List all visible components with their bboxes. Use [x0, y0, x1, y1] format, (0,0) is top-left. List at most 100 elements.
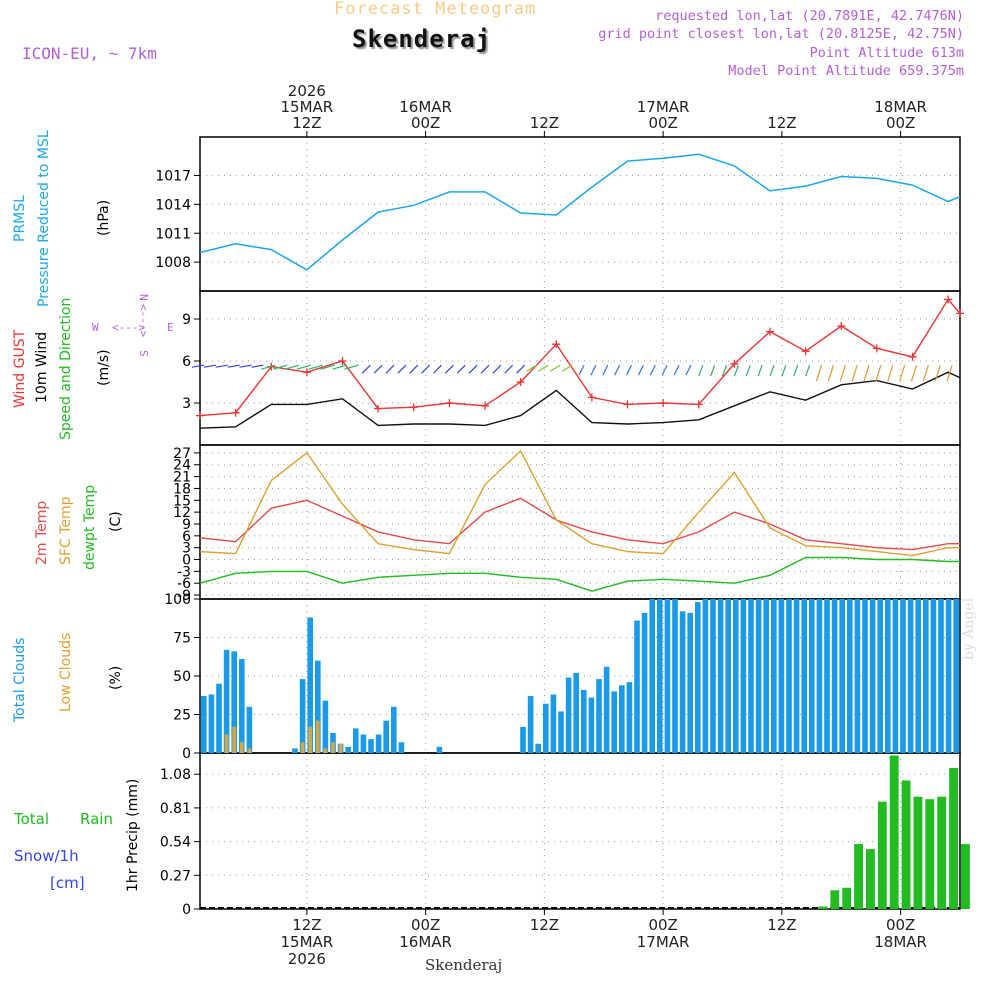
- wind-gust-marker: [694, 400, 703, 409]
- wind-direction-arrow: [578, 364, 585, 376]
- wind-direction-arrow: [661, 364, 668, 376]
- total-cloud-bar: [558, 711, 564, 753]
- temp-sfc-label: SFC Temp: [58, 496, 74, 565]
- total-cloud-bar: [246, 706, 253, 753]
- snow-label: Snow/1h: [14, 847, 79, 865]
- wind-direction-arrow: [456, 364, 466, 374]
- total-cloud-bar: [436, 746, 443, 753]
- time-label-top: 00Z: [886, 114, 915, 132]
- rain-label: Rain: [80, 810, 113, 828]
- wind-gust-marker: [766, 327, 774, 336]
- y-tick-label: 0.27: [160, 868, 191, 884]
- wind-direction-arrow: [745, 364, 751, 377]
- low-cloud-bar: [300, 742, 305, 753]
- low-cloud-bar: [331, 742, 335, 753]
- wind-direction-arrow: [320, 364, 335, 370]
- total-cloud-bar: [793, 599, 800, 753]
- wind-labels: Wind GUST 10m Wind Speed and Direction (m/s…: [12, 298, 112, 440]
- wind-direction-arrow: [602, 364, 609, 376]
- total-cloud-bar: [231, 651, 237, 753]
- pressure-line: [199, 153, 961, 271]
- wind-direction-arrow: [934, 365, 941, 382]
- point-altitude: Point Altitude 613m: [809, 45, 964, 61]
- y-tick-label: 9: [182, 312, 191, 328]
- wind-direction-arrow: [614, 364, 621, 376]
- wind-speed-label: 10m Wind: [34, 332, 50, 403]
- wind-gust-marker: [659, 399, 668, 407]
- y-tick-label: 3: [182, 396, 191, 412]
- rain-bar: [877, 801, 887, 909]
- total-cloud-bar: [299, 679, 306, 753]
- wind-direction-arrow: [590, 364, 597, 376]
- snow-unit-label: [cm]: [50, 874, 85, 892]
- wind-direction-arrow: [227, 364, 240, 368]
- time-label-top: 12Z: [292, 114, 321, 132]
- precip-grid: 0 0.27 0.54 0.81 1.08: [160, 753, 960, 918]
- temp-sfc-line: [199, 449, 960, 557]
- wind-gust-marker: [908, 352, 917, 361]
- low-cloud-bar: [247, 748, 252, 753]
- wind-unit-label: (m/s): [96, 349, 112, 386]
- y-tick-label: 6: [182, 354, 191, 370]
- y-tick-label: 3: [182, 541, 191, 557]
- total-cloud-bar: [725, 599, 731, 753]
- time-label-top: 2026: [288, 82, 326, 100]
- y-tick-label: 0.81: [160, 801, 191, 817]
- wind-direction-arrow: [203, 364, 216, 368]
- requested-coordinates: requested lon,lat (20.7891E, 42.7476N): [655, 8, 964, 24]
- low-cloud-bar: [240, 742, 244, 753]
- wind-direction-arrow: [815, 365, 823, 382]
- time-label-top: 00Z: [411, 114, 440, 132]
- wind-direction-arrow: [887, 365, 894, 382]
- model-label: ICON-EU, ~ 7km: [22, 44, 157, 63]
- total-cloud-bar: [657, 599, 663, 753]
- y-tick-label: 75: [173, 631, 191, 647]
- total-cloud-bar: [786, 599, 792, 753]
- wind-direction-arrow: [397, 364, 407, 374]
- rain-bar: [866, 849, 875, 909]
- total-cloud-bar: [588, 697, 595, 753]
- total-cloud-bar: [755, 599, 762, 753]
- wind-direction-arrow: [468, 364, 478, 374]
- total-cloud-bar: [611, 691, 617, 753]
- wind-direction-arrow: [851, 365, 858, 382]
- wind-gust-marker: [623, 400, 632, 409]
- wind-gust-marker: [552, 340, 561, 349]
- total-cloud-bar: [596, 679, 602, 753]
- wind-direction-arrow: [781, 364, 787, 377]
- rain-bar: [889, 755, 899, 909]
- total-cloud-bar: [953, 599, 959, 753]
- rain-bar: [830, 890, 840, 909]
- total-cloud-bar: [763, 599, 769, 753]
- pressure-label: Pressure Reduced to MSL: [36, 130, 52, 307]
- total-cloud-bar: [869, 599, 876, 753]
- time-label-top: 00Z: [648, 114, 677, 132]
- pressure-grid: 1008 1011 1014 1017: [155, 137, 960, 291]
- low-cloud-bar: [224, 734, 229, 753]
- wind-gust-line: [199, 298, 961, 417]
- wind-direction-arrow: [625, 364, 633, 376]
- rain-bar: [925, 799, 935, 909]
- wind-direction-arrow: [863, 365, 870, 382]
- wind-direction-arrow: [272, 364, 288, 370]
- low-cloud-bar: [316, 720, 320, 753]
- total-label: Total: [13, 810, 49, 828]
- wind-direction-arrow: [733, 364, 739, 377]
- wind-gust-marker: [872, 344, 881, 353]
- time-label-top: 12Z: [530, 114, 559, 132]
- total-cloud-bar: [398, 742, 405, 753]
- temperature-labels: 2m Temp SFC Temp dewpt Temp (C): [34, 485, 124, 570]
- total-cloud-bar: [535, 743, 541, 753]
- compass-west: W: [92, 321, 99, 334]
- total-cloud-bar: [824, 599, 830, 753]
- rain-bar: [854, 844, 863, 909]
- wind-gust-marker: [837, 322, 846, 330]
- rain-bar: [842, 887, 852, 909]
- wind-gust-marker: [196, 411, 204, 420]
- temp-dewpoint-label: dewpt Temp: [82, 485, 98, 570]
- wind-direction-arrow: [409, 364, 419, 374]
- wind-speed-line: [199, 371, 961, 429]
- wind-direction-arrow: [361, 364, 371, 374]
- total-cloud-bar: [938, 599, 944, 753]
- wind-direction-arrow: [946, 365, 953, 382]
